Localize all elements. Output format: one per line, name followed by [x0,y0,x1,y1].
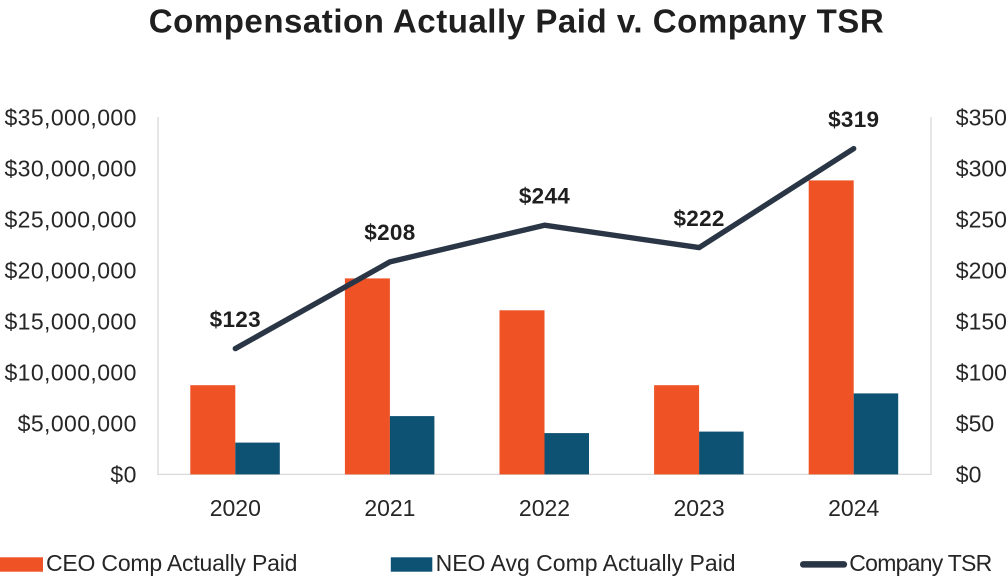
svg-text:$10,000,000: $10,000,000 [4,359,136,385]
svg-text:$123: $123 [210,307,261,332]
svg-text:2021: 2021 [364,495,415,521]
svg-text:$244: $244 [519,184,570,209]
svg-text:$200: $200 [956,257,1007,283]
svg-text:$100: $100 [956,359,1007,385]
svg-text:Compensation Actually Paid v.: Compensation Actually Paid v. Company TS… [149,3,884,40]
svg-text:Company TSR: Company TSR [849,550,991,576]
svg-text:$319: $319 [828,107,879,132]
svg-text:NEO Avg Comp Actually Paid: NEO Avg Comp Actually Paid [436,550,736,576]
svg-text:2024: 2024 [828,495,879,521]
svg-text:$25,000,000: $25,000,000 [4,206,136,232]
svg-text:$208: $208 [364,220,415,245]
svg-text:2023: 2023 [674,495,725,521]
svg-text:$222: $222 [673,206,724,231]
svg-text:$300: $300 [956,155,1007,181]
svg-text:$50: $50 [956,410,994,436]
svg-text:$250: $250 [956,206,1007,232]
svg-text:$15,000,000: $15,000,000 [4,308,136,334]
svg-text:$5,000,000: $5,000,000 [18,410,137,436]
svg-text:$35,000,000: $35,000,000 [4,104,136,130]
svg-text:$350: $350 [956,104,1007,130]
svg-text:$30,000,000: $30,000,000 [4,155,136,181]
svg-text:CEO Comp Actually Paid: CEO Comp Actually Paid [46,550,297,576]
svg-text:$20,000,000: $20,000,000 [4,257,136,283]
svg-text:$0: $0 [956,461,982,487]
svg-text:$0: $0 [110,461,136,487]
svg-text:$150: $150 [956,308,1007,334]
svg-text:2020: 2020 [210,495,261,521]
svg-text:2022: 2022 [519,495,570,521]
